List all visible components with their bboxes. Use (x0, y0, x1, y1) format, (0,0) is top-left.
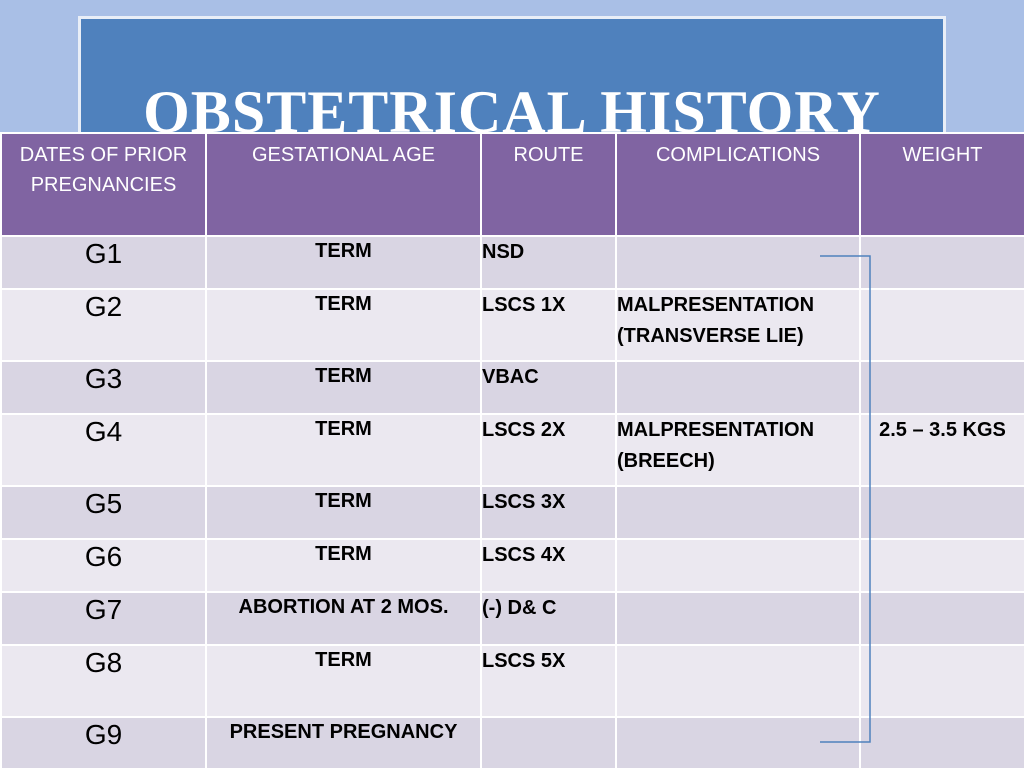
route-cell: LSCS 2X (480, 413, 617, 487)
table-header-row: DATES OF PRIOR PREGNANCIES GESTATIONAL A… (0, 132, 1024, 237)
pregnancy-number: G8 (0, 644, 207, 718)
pregnancy-number: G1 (0, 235, 207, 290)
gestational-age-cell: TERM (205, 485, 482, 540)
table-row: G1 TERM NSD (0, 235, 1024, 290)
weight-cell (859, 591, 1024, 646)
route-cell: (-) D& C (480, 591, 617, 646)
route-cell: VBAC (480, 360, 617, 415)
pregnancy-number: G2 (0, 288, 207, 362)
header-weight: WEIGHT (859, 132, 1024, 237)
gestational-age-cell: TERM (205, 644, 482, 718)
table-row: G9 PRESENT PREGNANCY (0, 716, 1024, 768)
complications-cell: MALPRESENTATION (BREECH) (615, 413, 861, 487)
complications-cell (615, 644, 861, 718)
route-cell: LSCS 3X (480, 485, 617, 540)
bracket-line (820, 255, 871, 743)
weight-cell (859, 360, 1024, 415)
complications-cell (615, 360, 861, 415)
complications-cell (615, 235, 861, 290)
weight-cell (859, 288, 1024, 362)
weight-cell (859, 538, 1024, 593)
gestational-age-cell: TERM (205, 288, 482, 362)
gestational-age-cell: ABORTION AT 2 MOS. (205, 591, 482, 646)
table-row: G8 TERM LSCS 5X (0, 644, 1024, 718)
header-route: ROUTE (480, 132, 617, 237)
table-row: G3 TERM VBAC (0, 360, 1024, 415)
complications-cell (615, 485, 861, 540)
weight-cell (859, 485, 1024, 540)
gestational-age-cell: TERM (205, 413, 482, 487)
pregnancy-number: G3 (0, 360, 207, 415)
complications-cell (615, 538, 861, 593)
table-row: G4 TERM LSCS 2X MALPRESENTATION (BREECH)… (0, 413, 1024, 487)
table-row: G5 TERM LSCS 3X (0, 485, 1024, 540)
table-row: G6 TERM LSCS 4X (0, 538, 1024, 593)
route-cell: NSD (480, 235, 617, 290)
route-cell (480, 716, 617, 768)
pregnancy-number: G5 (0, 485, 207, 540)
gestational-age-cell: TERM (205, 360, 482, 415)
table-row: G2 TERM LSCS 1X MALPRESENTATION (TRANSVE… (0, 288, 1024, 362)
pregnancy-number: G4 (0, 413, 207, 487)
weight-cell (859, 235, 1024, 290)
weight-cell (859, 644, 1024, 718)
route-cell: LSCS 4X (480, 538, 617, 593)
route-cell: LSCS 1X (480, 288, 617, 362)
complications-cell: MALPRESENTATION (TRANSVERSE LIE) (615, 288, 861, 362)
obstetrical-history-table: DATES OF PRIOR PREGNANCIES GESTATIONAL A… (0, 132, 1024, 768)
pregnancy-number: G7 (0, 591, 207, 646)
table-row: G7 ABORTION AT 2 MOS. (-) D& C (0, 591, 1024, 646)
gestational-age-cell: TERM (205, 235, 482, 290)
gestational-age-cell: TERM (205, 538, 482, 593)
header-complications: COMPLICATIONS (615, 132, 861, 237)
header-dates-of-prior-pregnancies: DATES OF PRIOR PREGNANCIES (0, 132, 207, 237)
header-gestational-age: GESTATIONAL AGE (205, 132, 482, 237)
route-cell: LSCS 5X (480, 644, 617, 718)
weight-cell: 2.5 – 3.5 KGS (859, 413, 1024, 487)
pregnancy-number: G6 (0, 538, 207, 593)
gestational-age-cell: PRESENT PREGNANCY (205, 716, 482, 768)
complications-cell (615, 591, 861, 646)
pregnancy-number: G9 (0, 716, 207, 768)
